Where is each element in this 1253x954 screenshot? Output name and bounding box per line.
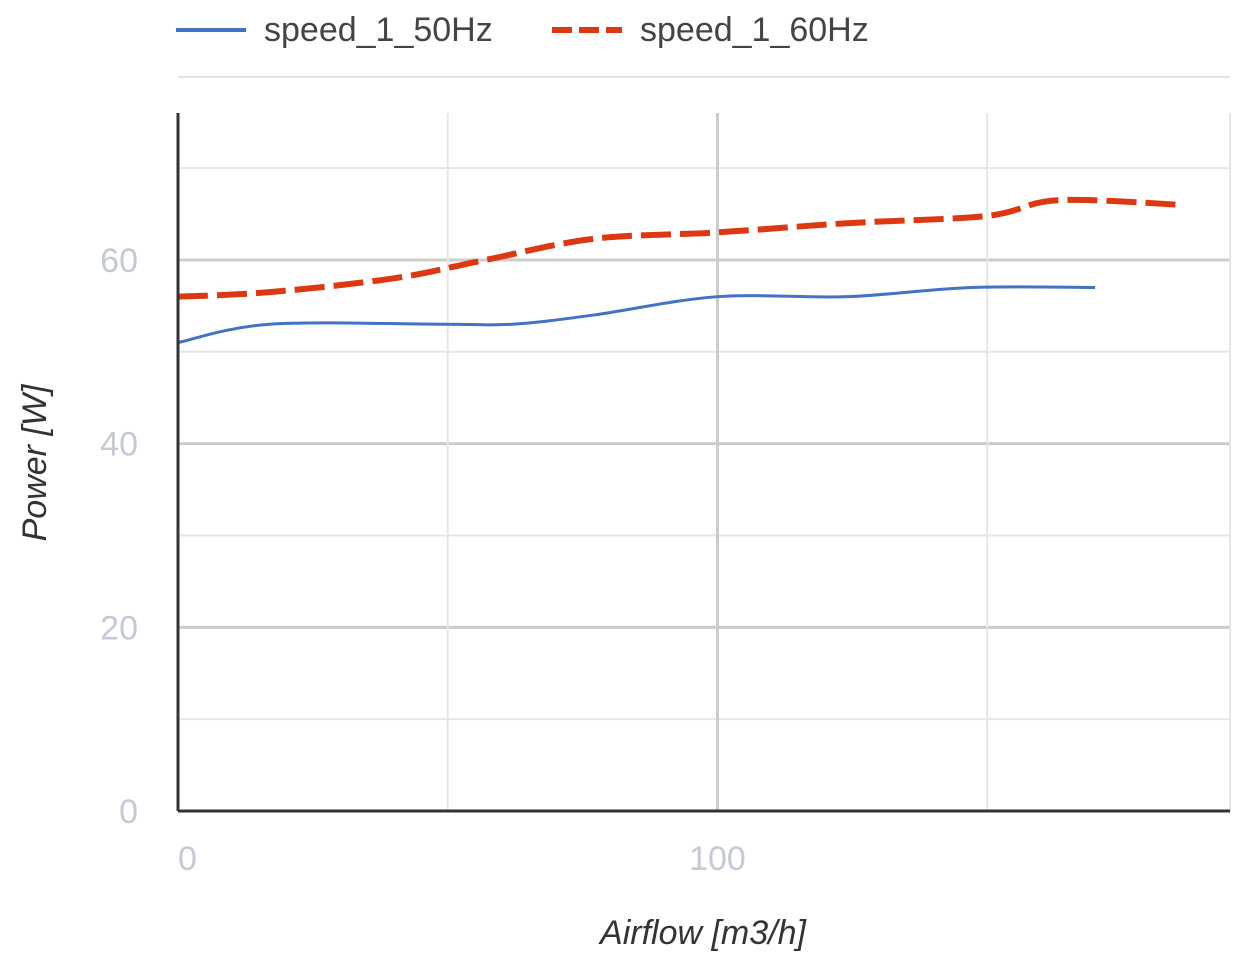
legend-label-2: speed_1_60Hz bbox=[640, 11, 869, 49]
legend: speed_1_50Hz speed_1_60Hz bbox=[176, 11, 869, 49]
series-lines bbox=[177, 196, 1182, 345]
y-axis-title: Power [W] bbox=[16, 383, 54, 541]
y-tick-label: 40 bbox=[100, 426, 138, 464]
series-line-2 bbox=[177, 196, 1182, 300]
axes bbox=[176, 113, 1230, 813]
y-tick-label: 0 bbox=[119, 793, 138, 831]
y-tick-label: 20 bbox=[100, 609, 138, 647]
x-tick-label: 100 bbox=[689, 840, 746, 878]
y-tick-label: 60 bbox=[100, 242, 138, 280]
series-line-1 bbox=[177, 285, 1096, 345]
x-axis-title: Airflow [m3/h] bbox=[598, 914, 807, 952]
legend-label-1: speed_1_50Hz bbox=[264, 11, 493, 49]
tick-labels: 0 20 40 60 0 100 bbox=[100, 242, 746, 878]
x-tick-label: 0 bbox=[178, 840, 197, 878]
gridlines bbox=[178, 113, 1231, 811]
